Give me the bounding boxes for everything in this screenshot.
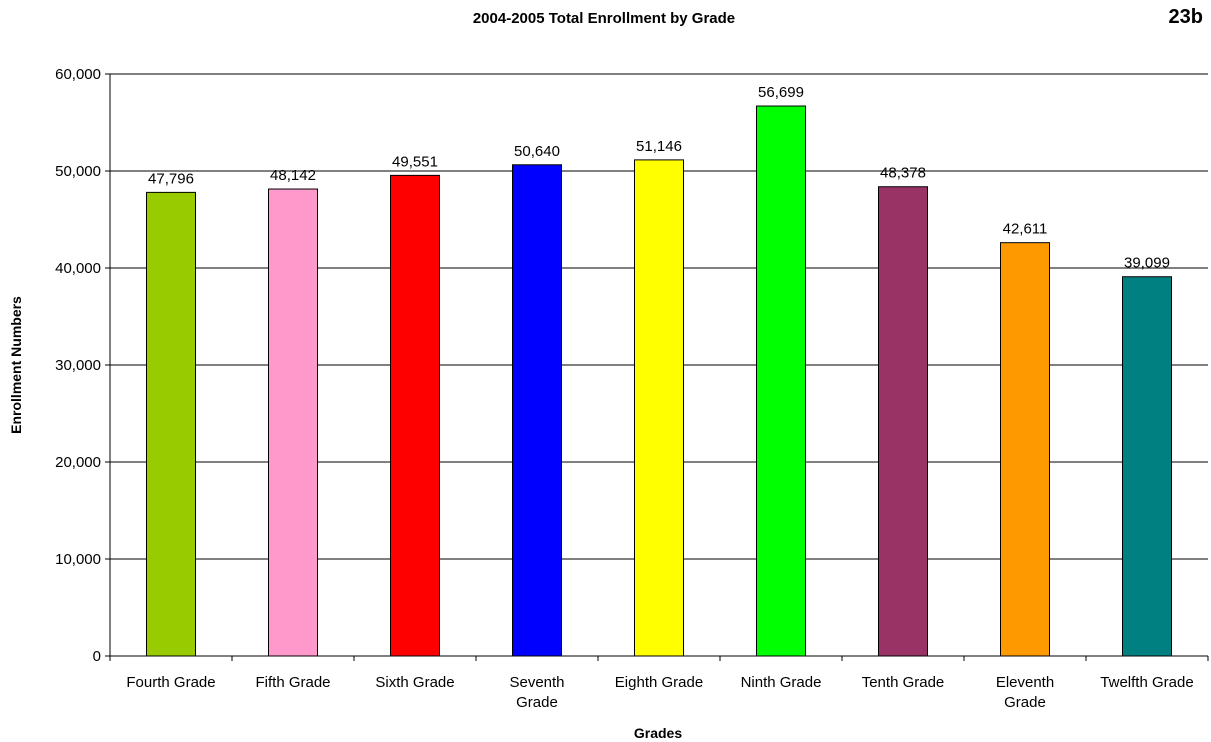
bar: [390, 174, 440, 657]
x-tick-label: Ninth Grade: [741, 674, 822, 691]
page-tag: 23b: [1169, 6, 1203, 28]
data-label: 39,099: [1124, 255, 1170, 272]
bar: [268, 188, 318, 657]
y-tick-label: 60,000: [55, 66, 101, 83]
x-tick-label: Sixth Grade: [375, 674, 454, 691]
y-axis-title: Enrollment Numbers: [8, 296, 24, 434]
bar: [634, 159, 684, 657]
data-label: 50,640: [514, 143, 560, 160]
y-tick-label: 20,000: [55, 454, 101, 471]
data-label: 48,378: [880, 165, 926, 182]
data-label: 42,611: [1003, 221, 1048, 238]
y-tick-label: 30,000: [55, 357, 101, 374]
axes: [105, 73, 1209, 661]
x-tick-label: Seventh Grade: [509, 674, 564, 711]
y-tick-label: 0: [93, 648, 101, 665]
x-tick-label: Twelfth Grade: [1100, 674, 1193, 691]
x-tick-label: Eighth Grade: [615, 674, 703, 691]
data-label: 47,796: [148, 170, 194, 187]
bars: [146, 105, 1172, 657]
bar: [1000, 242, 1050, 657]
data-label: 48,142: [270, 167, 316, 184]
data-label: 56,699: [758, 84, 804, 101]
y-tick-label: 40,000: [55, 260, 101, 277]
x-tick-label: Eleventh Grade: [996, 674, 1054, 711]
x-tick-label: Fifth Grade: [255, 674, 330, 691]
y-tick-label: 50,000: [55, 163, 101, 180]
x-tick-label: Fourth Grade: [126, 674, 215, 691]
x-tick-labels: Fourth Grade Fifth Grade Sixth Grade Sevent…: [126, 674, 1193, 711]
y-tick-labels: 0 10,000 20,000 30,000 40,000 50,000 60,000: [55, 66, 101, 665]
x-tick-label: Tenth Grade: [862, 674, 945, 691]
data-label: 49,551: [392, 153, 438, 170]
bar: [756, 105, 806, 657]
bar: [878, 186, 928, 657]
chart-title: 2004-2005 Total Enrollment by Grade: [473, 10, 735, 27]
bar: [512, 164, 562, 657]
bar: [146, 191, 196, 657]
x-axis-title: Grades: [634, 725, 682, 741]
data-label: 51,146: [636, 138, 682, 155]
y-tick-label: 10,000: [55, 551, 101, 568]
data-labels: 47,796 48,142 49,551 50,640 51,146 56,699 48,3…: [148, 84, 1170, 272]
bar: [1122, 276, 1172, 657]
